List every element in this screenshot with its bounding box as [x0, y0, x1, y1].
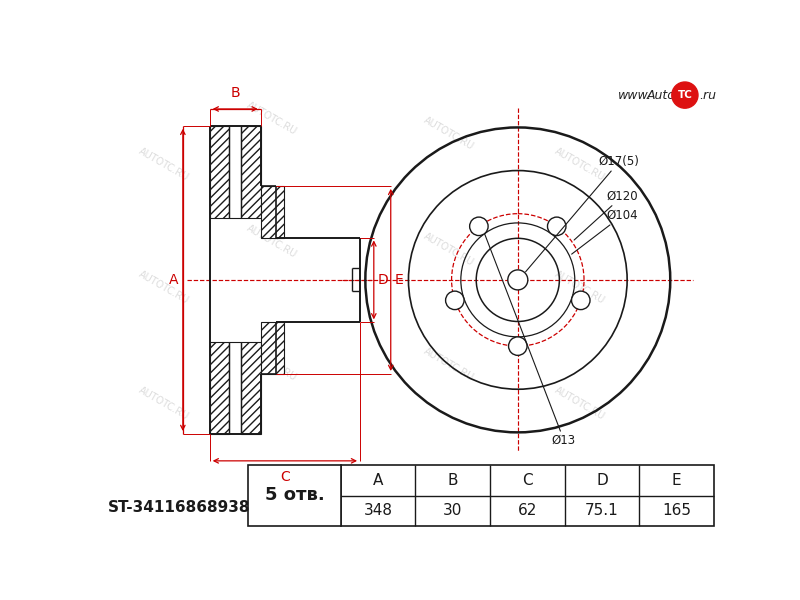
Text: 5 отв.: 5 отв.: [265, 487, 324, 505]
Text: C: C: [280, 470, 290, 484]
Text: E: E: [672, 473, 682, 488]
Bar: [261, 322, 284, 374]
Text: Ø104: Ø104: [572, 209, 638, 254]
Circle shape: [571, 291, 590, 310]
Bar: [210, 341, 229, 434]
Circle shape: [509, 337, 527, 355]
Text: B: B: [447, 473, 458, 488]
Circle shape: [672, 82, 698, 108]
Text: AUTOTC.RU: AUTOTC.RU: [553, 146, 606, 183]
Text: AUTOTC.RU: AUTOTC.RU: [245, 223, 298, 260]
Text: AUTOTC.RU: AUTOTC.RU: [137, 385, 190, 421]
Text: A: A: [169, 273, 178, 287]
Text: E: E: [394, 273, 403, 287]
Bar: [210, 126, 229, 218]
Circle shape: [446, 291, 464, 310]
Text: Ø13: Ø13: [485, 233, 576, 447]
Circle shape: [547, 217, 566, 236]
Text: www.: www.: [618, 89, 652, 102]
Text: A: A: [373, 473, 383, 488]
Bar: [248, 464, 341, 526]
Text: AUTOTC.RU: AUTOTC.RU: [422, 346, 475, 383]
Text: AUTOTC.RU: AUTOTC.RU: [422, 115, 475, 152]
Text: B: B: [230, 86, 240, 100]
Text: 62: 62: [518, 503, 537, 518]
Text: AUTOTC.RU: AUTOTC.RU: [137, 269, 190, 306]
Bar: [242, 126, 261, 218]
Text: ST-34116868938: ST-34116868938: [108, 500, 250, 515]
Bar: [261, 186, 284, 238]
Bar: [341, 464, 714, 526]
Text: AUTOTC.RU: AUTOTC.RU: [422, 231, 475, 268]
Text: Auto: Auto: [647, 89, 676, 102]
Text: AUTOTC.RU: AUTOTC.RU: [553, 269, 606, 306]
Text: D: D: [596, 473, 608, 488]
Text: 165: 165: [662, 503, 691, 518]
Text: 75.1: 75.1: [586, 503, 619, 518]
Text: 348: 348: [363, 503, 393, 518]
Circle shape: [508, 270, 528, 290]
Bar: [242, 341, 261, 434]
Text: TC: TC: [678, 90, 692, 100]
Text: AUTOTC.RU: AUTOTC.RU: [137, 146, 190, 183]
Text: AUTOTC.RU: AUTOTC.RU: [553, 385, 606, 421]
Text: C: C: [522, 473, 533, 488]
Text: AUTOTC.RU: AUTOTC.RU: [245, 346, 298, 383]
Circle shape: [470, 217, 488, 236]
Text: Ø17(5): Ø17(5): [526, 155, 639, 272]
Text: AUTOTC.RU: AUTOTC.RU: [245, 100, 298, 137]
Text: .ru: .ru: [699, 89, 717, 102]
Text: D: D: [378, 273, 389, 287]
Text: Ø120: Ø120: [574, 190, 638, 240]
Text: 30: 30: [443, 503, 462, 518]
